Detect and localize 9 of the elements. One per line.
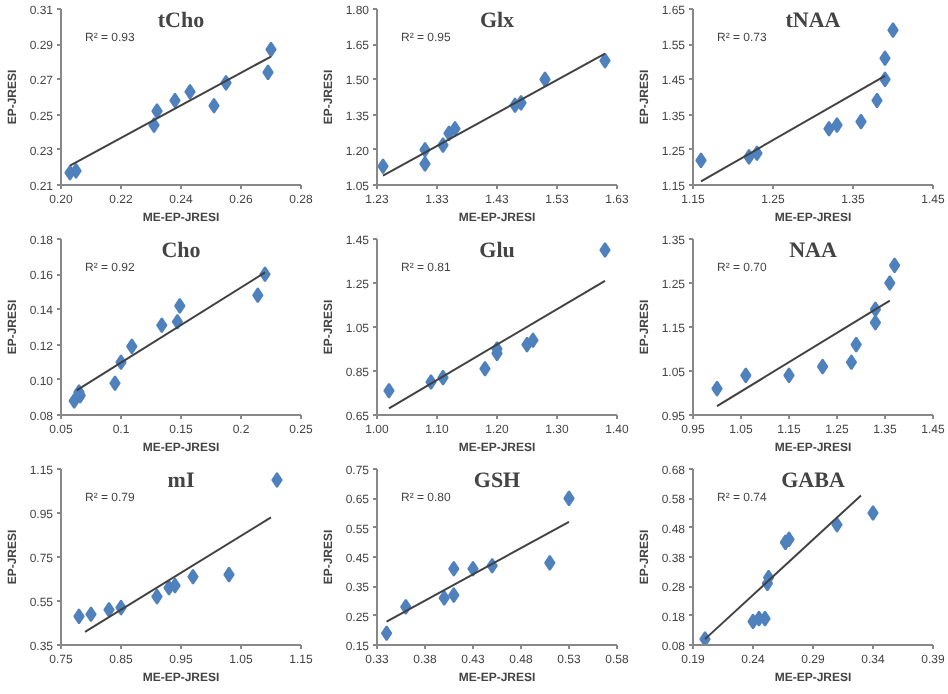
chart-title: Cho — [161, 239, 202, 263]
chart-title: tCho — [157, 9, 206, 33]
chart-title: tNAA — [785, 9, 841, 33]
chart-title: Glu — [479, 239, 515, 263]
chart-title: mI — [167, 469, 195, 493]
chart-title: NAA — [789, 239, 837, 263]
chart-title: GSH — [473, 469, 522, 493]
chart-title: Glx — [479, 9, 516, 33]
chart-title: GABA — [781, 469, 845, 493]
